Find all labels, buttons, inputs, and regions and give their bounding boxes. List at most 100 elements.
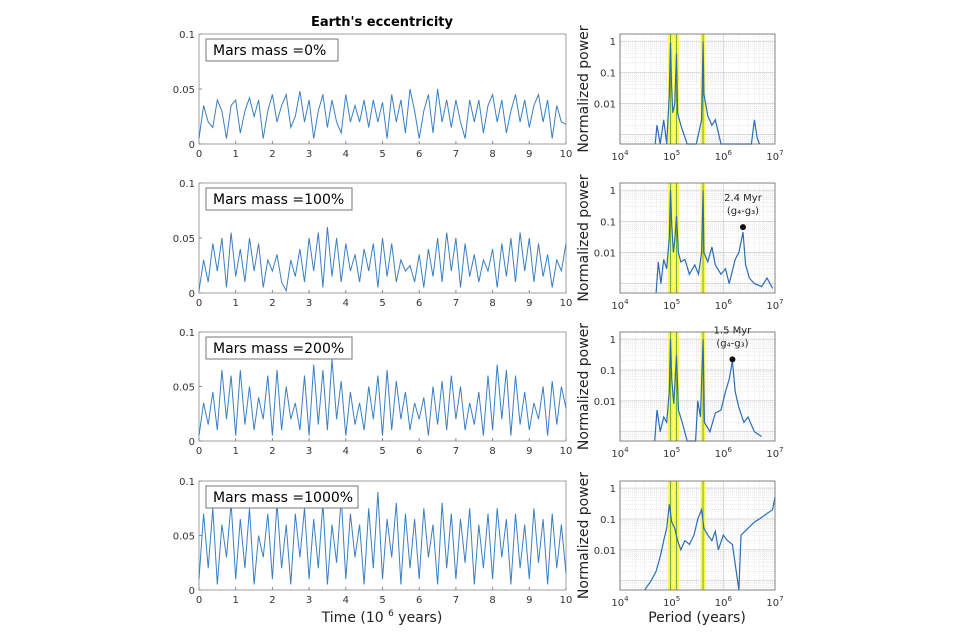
x-axis-label-time-text: Time (10: [321, 610, 384, 626]
x-tick-label: 10: [560, 595, 573, 606]
x-tick-label: 10: [560, 149, 573, 160]
x-tick-label: 5: [379, 149, 385, 160]
x-tick-label: 10: [560, 298, 573, 309]
power-series-line: [654, 339, 762, 442]
x-tick-label: 4: [343, 149, 349, 160]
y-axis-label: Normalized power: [576, 323, 592, 450]
chart-title: Earth's eccentricity: [311, 15, 454, 30]
y-tick-label: 1: [610, 484, 616, 495]
x-tick-label: 8: [489, 149, 495, 160]
x-tick-label: 5: [379, 446, 385, 457]
plot-background: [620, 34, 775, 144]
peak-marker: [729, 356, 736, 363]
x-tick-label: 107: [766, 149, 783, 163]
x-tick-label: 105: [663, 298, 680, 312]
x-tick-label: 106: [715, 149, 733, 163]
y-axis-label: Normalized power: [576, 25, 592, 152]
x-tick-label: 104: [611, 298, 629, 312]
plot-background: [620, 332, 775, 441]
x-tick-label: 6: [416, 446, 422, 457]
x-tick-label: 107: [766, 446, 783, 460]
y-tick-label: 0.05: [173, 85, 195, 96]
y-tick-label: 0.1: [179, 30, 195, 41]
power-series-line: [644, 497, 776, 591]
eccentricity-series-line: [198, 491, 567, 585]
y-axis-label: Normalized power: [576, 472, 592, 599]
x-tick-label: 107: [766, 298, 783, 312]
x-tick-label: 105: [663, 149, 680, 163]
legend-label: Mars mass =100%: [213, 192, 344, 208]
x-tick-label: 7: [453, 298, 459, 309]
x-tick-label: 1: [233, 446, 239, 457]
x-tick-label: 4: [343, 446, 349, 457]
eccentricity-panel-2: 0 1 2 3 4 5 6 7 8 9 10 0 0.05 0.1 Mars mass =200%: [173, 328, 573, 457]
y-tick-label: 0.01: [594, 248, 616, 259]
annotation-frequency: (g₄-g₃): [716, 338, 748, 349]
x-tick-label: 8: [489, 446, 495, 457]
plot-frame: [619, 331, 776, 442]
x-tick-label: 104: [611, 595, 629, 609]
x-tick-label: 6: [416, 595, 422, 606]
power-spectrum-panel-0: 104 105 106 107 0.01 0.1 1 Normalized power: [576, 25, 784, 163]
power-spectrum-panel-2: 104 105 106 107 0.01 0.1 1 Normalized power 1.5 …: [576, 323, 784, 460]
x-tick-label: 6: [416, 298, 422, 309]
x-tick-label: 7: [453, 595, 459, 606]
plot-frame: [619, 33, 776, 145]
x-tick-label: 2: [269, 595, 275, 606]
legend-label: Mars mass =0%: [213, 43, 326, 59]
legend-box: [205, 336, 353, 360]
eccentricity-panel-1: 0 1 2 3 4 5 6 7 8 9 10 0 0.05 0.1 Mars mass =100%: [173, 179, 573, 309]
peak-marker: [739, 224, 746, 231]
legend-box: [205, 38, 339, 62]
x-tick-label: 7: [453, 149, 459, 160]
x-axis-label-time: Time (10 6 years): [321, 609, 443, 626]
power-series-line: [655, 190, 774, 294]
eccentricity-series-line: [198, 359, 567, 436]
x-tick-label: 9: [526, 149, 532, 160]
y-tick-label: 0.1: [600, 68, 616, 79]
plot-frame: [619, 182, 776, 294]
x-tick-label: 9: [526, 446, 532, 457]
x-tick-label: 106: [715, 446, 733, 460]
x-tick-label: 7: [453, 446, 459, 457]
y-tick-label: 0.1: [600, 217, 616, 228]
x-tick-label: 4: [343, 595, 349, 606]
y-tick-label: 0.01: [594, 546, 616, 557]
eccentricity-series-line: [198, 88, 567, 139]
x-tick-label: 9: [526, 595, 532, 606]
plot-background: [620, 183, 775, 293]
y-tick-label: 0.01: [594, 397, 616, 408]
x-tick-label: 107: [766, 595, 783, 609]
y-tick-label: 0.01: [594, 99, 616, 110]
x-tick-label: 0: [196, 595, 202, 606]
plot-background: [620, 481, 775, 590]
y-tick-label: 0: [189, 289, 195, 300]
y-tick-label: 0.1: [600, 366, 616, 377]
x-tick-label: 1: [233, 595, 239, 606]
x-tick-label: 104: [611, 446, 629, 460]
legend-box: [205, 485, 359, 509]
y-tick-label: 0.1: [600, 515, 616, 526]
y-tick-label: 0.1: [179, 477, 195, 488]
x-tick-label: 2: [269, 298, 275, 309]
legend-label: Mars mass =200%: [213, 341, 344, 357]
y-tick-label: 0.1: [179, 328, 195, 339]
x-tick-label: 5: [379, 298, 385, 309]
x-tick-label: 1: [233, 298, 239, 309]
x-tick-label: 0: [196, 446, 202, 457]
y-tick-label: 0: [189, 140, 195, 151]
eccentricity-panel-3: 0 1 2 3 4 5 6 7 8 9 10 0 0.05 0.1 Mars mass =1000%: [173, 477, 573, 606]
y-tick-label: 0.05: [173, 383, 195, 394]
y-tick-label: 0: [189, 586, 195, 597]
power-spectrum-panel-3: 104 105 106 107 0.01 0.1 1 Normalized power: [576, 472, 784, 609]
x-tick-label: 104: [611, 149, 629, 163]
eccentricity-series-line: [198, 226, 567, 293]
x-tick-label: 10: [560, 446, 573, 457]
x-tick-label: 8: [489, 298, 495, 309]
x-tick-label: 2: [269, 446, 275, 457]
y-tick-label: 1: [610, 335, 616, 346]
annotation-frequency: (g₄-g₃): [727, 206, 759, 217]
plot-frame: [619, 480, 776, 591]
legend-box: [205, 187, 353, 211]
